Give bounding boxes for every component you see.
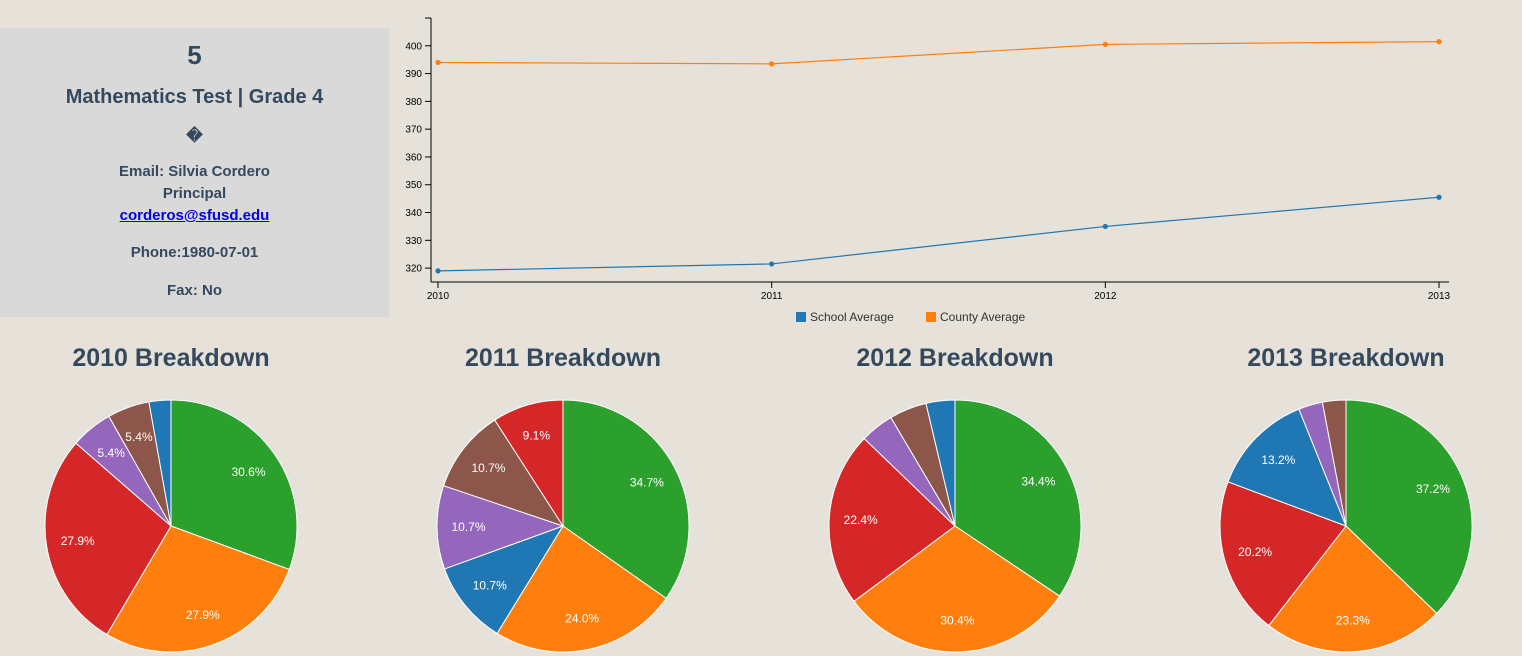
pie-title-2013: 2013 Breakdown	[1247, 344, 1445, 372]
pie-slice-label: 34.4%	[1021, 475, 1055, 489]
pie-title-2011: 2011 Breakdown	[465, 344, 661, 372]
pie-slice	[562, 399, 690, 600]
pie-slice	[828, 437, 956, 603]
series-point	[769, 61, 775, 67]
y-tick-label: 340	[405, 208, 422, 219]
series-point	[769, 261, 775, 267]
pie-chart-2011: 34.7% 24.0% 10.7% 10.7% 10.7% 9.1%	[436, 399, 690, 653]
replacement-glyph: �	[186, 128, 203, 145]
series-point	[1102, 223, 1108, 230]
pie-slice-label: 34.7%	[630, 475, 664, 489]
y-tick-label: 350	[405, 180, 422, 191]
pie-slice	[1345, 399, 1473, 615]
pie-slice-label: 5.4%	[98, 446, 126, 460]
legend-swatch	[796, 312, 806, 322]
y-tick-label: 390	[405, 69, 422, 80]
school-info-panel: 5 Mathematics Test | Grade 4 � Email: Si…	[0, 28, 389, 317]
pie-slice-label: 27.9%	[61, 534, 95, 548]
pie-slice-label: 20.2%	[1238, 545, 1272, 559]
contact-name: Email: Silvia Cordero	[119, 163, 270, 180]
pie-slice-label: 9.1%	[523, 428, 551, 442]
series-point	[435, 268, 441, 274]
school-number: 5	[187, 40, 202, 70]
pie-slice	[496, 525, 667, 653]
x-tick-label: 2011	[761, 291, 783, 302]
pie-chart-2013: 37.2% 23.3% 20.2% 13.2%	[1219, 399, 1473, 653]
pie-slice	[1227, 408, 1347, 527]
series-line-0	[437, 196, 1440, 272]
series-point	[1102, 41, 1108, 48]
contact-role: Principal	[162, 185, 227, 202]
pie-title-2010: 2010 Breakdown	[72, 344, 270, 372]
pie-slice	[148, 399, 172, 527]
y-tick-label: 360	[405, 152, 422, 163]
pie-slice	[443, 525, 565, 635]
test-title: Mathematics Test | Grade 4	[65, 86, 324, 108]
pie-slice	[1268, 525, 1438, 653]
pie-slice	[170, 399, 298, 571]
pie-slice	[442, 419, 565, 527]
series-point	[1436, 194, 1442, 200]
pie-chart-2010: 30.6% 27.9% 27.9% 5.4% 5.4%	[44, 399, 298, 653]
series-point	[435, 59, 441, 66]
pie-slice-label: 24.0%	[565, 612, 599, 626]
pie-slice-label: 10.7%	[471, 461, 505, 475]
pie-slice	[853, 525, 1061, 653]
pie-slice-label: 37.2%	[1416, 482, 1450, 496]
x-tick-label: 2013	[1428, 291, 1451, 302]
pie-slice-label: 23.3%	[1336, 613, 1370, 627]
pie-slice	[925, 399, 956, 527]
pie-chart-2012: 34.4% 30.4% 22.4%	[828, 399, 1082, 653]
pie-slice	[1219, 481, 1347, 627]
pie-slice	[44, 442, 172, 636]
phone-number: Phone:1980-07-01	[130, 244, 259, 261]
y-tick-label: 330	[405, 236, 422, 247]
pie-slice-label: 30.6%	[231, 465, 265, 479]
pie-slice-label: 5.4%	[125, 430, 153, 444]
legend-label: School Average	[810, 310, 894, 324]
pie-slice-label: 22.4%	[844, 513, 878, 527]
pie-slice-label: 27.9%	[186, 608, 220, 622]
pie-slice	[954, 399, 1082, 597]
pie-slice	[494, 399, 564, 528]
y-tick-label: 320	[405, 264, 422, 275]
pie-title-2012: 2012 Breakdown	[856, 344, 1054, 372]
y-tick-label: 380	[405, 97, 422, 108]
pie-slice-label: 10.7%	[451, 520, 485, 534]
fax-value: Fax: No	[166, 282, 222, 299]
pie-slice-label: 30.4%	[940, 613, 974, 627]
legend-swatch	[926, 312, 936, 322]
pie-slice	[1321, 399, 1347, 527]
pie-slice	[436, 485, 565, 570]
y-tick-label: 370	[405, 125, 422, 136]
y-tick-label: 400	[405, 41, 422, 52]
series-point	[1436, 39, 1442, 45]
score-trend-line-chart: 320 330 340 350 360 370 380 390 400 2010 2011 2012 2…	[405, 17, 1451, 324]
pie-slice-label: 10.7%	[473, 579, 507, 593]
x-tick-label: 2012	[1094, 291, 1117, 302]
series-line-1	[437, 41, 1440, 65]
legend-label: County Average	[940, 310, 1025, 324]
x-tick-label: 2010	[427, 291, 450, 302]
contact-email-link[interactable]: corderos@sfusd.edu	[119, 207, 270, 224]
pie-slice-label: 13.2%	[1261, 453, 1295, 467]
